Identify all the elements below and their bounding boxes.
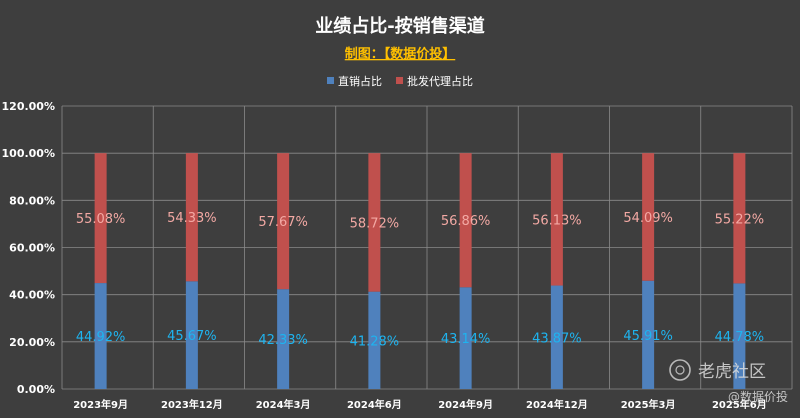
x-tick-label: 2024年12月 xyxy=(526,398,588,411)
bar-wholesale xyxy=(94,153,107,284)
data-label-direct: 45.67% xyxy=(167,329,217,344)
data-label-wholesale: 54.33% xyxy=(167,211,217,226)
y-tick-label: 60.00% xyxy=(9,242,55,255)
bar-direct xyxy=(459,287,472,389)
data-label-wholesale: 55.22% xyxy=(715,212,765,227)
data-label-direct: 45.91% xyxy=(623,329,673,344)
data-label-direct: 41.28% xyxy=(350,334,400,349)
data-label-wholesale: 58.72% xyxy=(350,216,400,231)
watermark: 老虎社区 @数据价投 xyxy=(669,359,788,404)
bar-direct xyxy=(277,289,290,389)
y-axis-ticks: 0.00% 20.00% 40.00% 60.00% 80.00% 100.00% 120.… xyxy=(2,100,55,396)
data-label-direct: 42.33% xyxy=(258,333,308,348)
bar-direct xyxy=(642,280,655,389)
data-label-direct: 43.14% xyxy=(441,332,491,347)
legend-swatch-wholesale xyxy=(396,77,403,84)
x-tick-label: 2025年3月 xyxy=(621,398,676,411)
y-tick-label: 100.00% xyxy=(2,147,55,160)
data-labels: 44.92% 55.08% 45.67% 54.33% 42.33% 57.67% 41.2… xyxy=(76,211,764,349)
y-tick-label: 120.00% xyxy=(2,100,55,113)
data-label-direct: 44.78% xyxy=(715,330,765,345)
legend-label-direct: 直销占比 xyxy=(338,74,382,88)
x-tick-label: 2024年3月 xyxy=(256,398,311,411)
bar-wholesale xyxy=(185,153,198,282)
legend-label-wholesale: 批发代理占比 xyxy=(407,74,473,88)
y-tick-label: 0.00% xyxy=(17,383,55,396)
watermark-brand: 老虎社区 xyxy=(698,362,766,382)
bar-wholesale xyxy=(368,153,381,292)
chart-subtitle: 制图：【数据价投】 xyxy=(345,46,456,62)
bar-direct xyxy=(550,285,563,389)
tiger-logo-icon-inner xyxy=(675,365,685,375)
x-tick-label: 2025年6月 xyxy=(712,398,767,411)
data-label-wholesale: 57.67% xyxy=(258,215,308,230)
data-label-wholesale: 55.08% xyxy=(76,212,126,227)
x-tick-label: 2023年12月 xyxy=(161,398,223,411)
bar-direct xyxy=(733,283,746,389)
bar-direct xyxy=(185,281,198,389)
tiger-logo-icon xyxy=(669,359,691,381)
data-label-direct: 44.92% xyxy=(76,330,126,345)
legend: 直销占比 批发代理占比 xyxy=(327,74,473,88)
x-axis-ticks: 2023年9月 2023年12月 2024年3月 2024年6月 2024年9月 2024… xyxy=(73,398,767,411)
x-tick-label: 2023年9月 xyxy=(73,398,128,411)
data-label-direct: 43.87% xyxy=(532,331,582,346)
data-label-wholesale: 56.86% xyxy=(441,214,491,229)
bars xyxy=(94,153,746,389)
bar-direct xyxy=(94,283,107,389)
legend-swatch-direct xyxy=(327,77,334,84)
bar-direct xyxy=(368,291,381,389)
bar-wholesale xyxy=(733,153,746,284)
y-tick-label: 80.00% xyxy=(9,194,55,207)
y-tick-label: 40.00% xyxy=(9,289,55,302)
data-label-wholesale: 56.13% xyxy=(532,213,582,228)
bar-wholesale xyxy=(459,153,472,288)
x-tick-label: 2024年6月 xyxy=(347,398,402,411)
bar-wholesale xyxy=(277,153,290,290)
chart-title: 业绩占比-按销售渠道 xyxy=(315,15,484,37)
bar-wholesale xyxy=(550,153,563,286)
watermark-handle: @数据价投 xyxy=(728,389,788,404)
x-tick-label: 2024年9月 xyxy=(438,398,493,411)
data-label-wholesale: 54.09% xyxy=(623,211,673,226)
y-tick-label: 20.00% xyxy=(9,336,55,349)
bar-wholesale xyxy=(642,153,655,281)
gridlines xyxy=(61,105,793,390)
